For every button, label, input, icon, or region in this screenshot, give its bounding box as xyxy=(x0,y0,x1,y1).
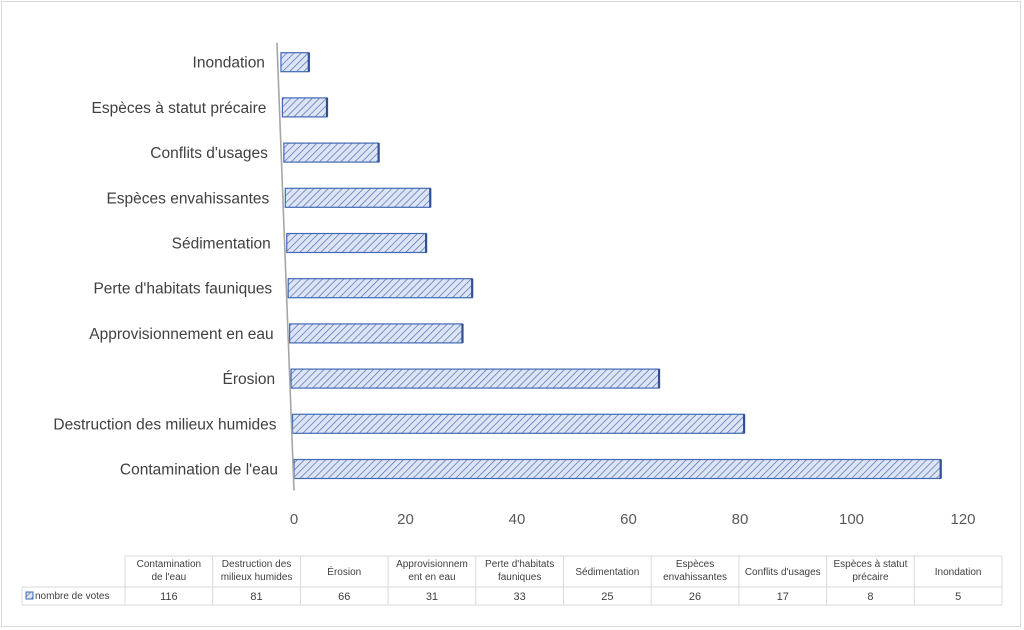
table-header-text: Conflits d'usages xyxy=(745,567,821,578)
table-value: 66 xyxy=(338,591,350,603)
table-header-text: Contamination xyxy=(137,559,201,570)
table-value: 5 xyxy=(955,591,961,603)
table-header-text: Approvisionnem xyxy=(396,559,468,570)
category-label: Espèces envahissantes xyxy=(106,190,269,207)
table-value: 26 xyxy=(689,591,701,603)
x-tick-label: 40 xyxy=(509,511,526,528)
table-header-text: fauniques xyxy=(498,572,541,583)
table-header-text: ent en eau xyxy=(408,572,455,583)
table-header-text: envahissantes xyxy=(663,572,727,583)
table-header-text: Perte d'habitats xyxy=(485,559,554,570)
bar xyxy=(291,413,745,434)
table-header-text: Sédimentation xyxy=(575,567,639,578)
table-header-text: milieux humides xyxy=(221,572,293,583)
table-header-text: précaire xyxy=(852,572,889,583)
x-tick-label: 100 xyxy=(839,511,864,528)
table-value: 81 xyxy=(250,591,262,603)
category-label: Inondation xyxy=(193,55,265,72)
table-value: 31 xyxy=(426,591,438,603)
bar xyxy=(290,368,660,389)
table-header-text: Destruction des xyxy=(222,559,291,570)
category-label: Érosion xyxy=(223,371,276,388)
table-header-text: de l'eau xyxy=(151,572,186,583)
category-label: Perte d'habitats fauniques xyxy=(93,281,272,298)
table-header-text: Érosion xyxy=(327,565,361,578)
table-row-label: nombre de votes xyxy=(35,591,110,602)
x-tick-label: 80 xyxy=(732,511,749,528)
bar xyxy=(289,323,464,344)
x-tick-label: 0 xyxy=(290,511,298,528)
table-value: 17 xyxy=(777,591,789,603)
category-label: Approvisionnement en eau xyxy=(89,326,273,343)
bars-layer xyxy=(280,52,942,480)
x-axis-ticks: 0 20 40 60 80 100 120 xyxy=(290,511,976,528)
bar xyxy=(280,52,310,73)
data-table: Contamination de l'eau Destruction des mili… xyxy=(21,555,1003,606)
bar xyxy=(284,187,431,208)
x-tick-label: 60 xyxy=(620,511,637,528)
category-label: Contamination de l'eau xyxy=(120,462,278,479)
bar xyxy=(283,142,380,163)
table-value: 8 xyxy=(867,591,873,603)
bar xyxy=(293,458,942,480)
category-label: Espèces à statut précaire xyxy=(91,100,266,117)
table-header-text: Espèces xyxy=(676,559,714,570)
category-label: Conflits d'usages xyxy=(150,145,268,162)
table-value: 33 xyxy=(514,591,526,603)
category-label: Destruction des milieux humides xyxy=(53,416,276,433)
bar xyxy=(286,232,427,254)
table-header-text: Inondation xyxy=(935,567,982,578)
table-header-text: Espèces à statut xyxy=(833,559,907,570)
y-axis-line xyxy=(276,42,295,491)
table-value: 25 xyxy=(601,591,613,603)
axis-layer xyxy=(276,42,295,491)
category-label: Sédimentation xyxy=(172,236,271,253)
table-value: 116 xyxy=(160,591,178,603)
category-labels: Contamination de l'eau Destruction des mi… xyxy=(53,55,278,479)
bar xyxy=(281,97,328,118)
legend-swatch xyxy=(25,591,34,600)
bar xyxy=(287,278,473,299)
x-tick-label: 20 xyxy=(397,511,414,528)
x-tick-label: 120 xyxy=(950,511,975,528)
